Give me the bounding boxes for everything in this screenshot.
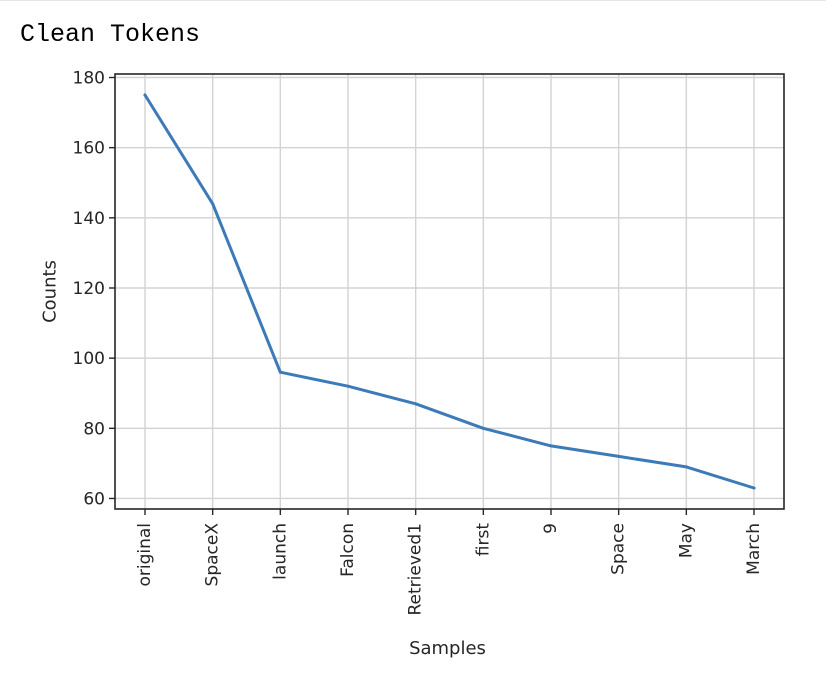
tick-layer: 60 80 100 120 140 160 180 original SpaceX launch F… bbox=[73, 69, 764, 616]
x-tick-label: SpaceX bbox=[203, 523, 223, 587]
y-axis-label: Counts bbox=[40, 260, 61, 323]
x-tick-label: May bbox=[676, 523, 696, 558]
data-point bbox=[617, 454, 621, 458]
output-title: Clean Tokens bbox=[20, 20, 201, 49]
data-point bbox=[549, 444, 553, 448]
x-tick-label: first bbox=[473, 523, 493, 557]
data-point bbox=[684, 465, 688, 469]
data-point bbox=[143, 93, 147, 97]
x-tick-label: launch bbox=[270, 523, 290, 580]
top-divider bbox=[0, 0, 826, 1]
data-point bbox=[481, 426, 485, 430]
y-tick-label: 100 bbox=[73, 349, 105, 369]
x-axis-label: Samples bbox=[409, 638, 486, 659]
data-point bbox=[211, 202, 215, 206]
grid-layer bbox=[115, 74, 784, 509]
y-tick-label: 80 bbox=[83, 419, 105, 439]
y-tick-label: 140 bbox=[73, 209, 105, 229]
data-point bbox=[278, 370, 282, 374]
y-tick-label: 160 bbox=[73, 139, 105, 159]
y-tick-label: 180 bbox=[73, 69, 105, 89]
x-tick-label: original bbox=[135, 523, 155, 587]
x-tick-label: Retrieved1 bbox=[406, 523, 426, 615]
y-tick-label: 120 bbox=[73, 279, 105, 299]
x-tick-label: Space bbox=[609, 523, 629, 575]
series-layer bbox=[143, 93, 756, 490]
x-tick-label: 9 bbox=[541, 523, 561, 534]
series-line bbox=[143, 93, 756, 490]
data-point bbox=[414, 402, 418, 406]
plot-frame bbox=[114, 73, 785, 510]
y-tick-label: 60 bbox=[83, 489, 105, 509]
data-point bbox=[346, 384, 350, 388]
x-tick-label: Falcon bbox=[338, 523, 358, 577]
data-point bbox=[752, 486, 756, 490]
x-tick-label: March bbox=[744, 523, 764, 575]
